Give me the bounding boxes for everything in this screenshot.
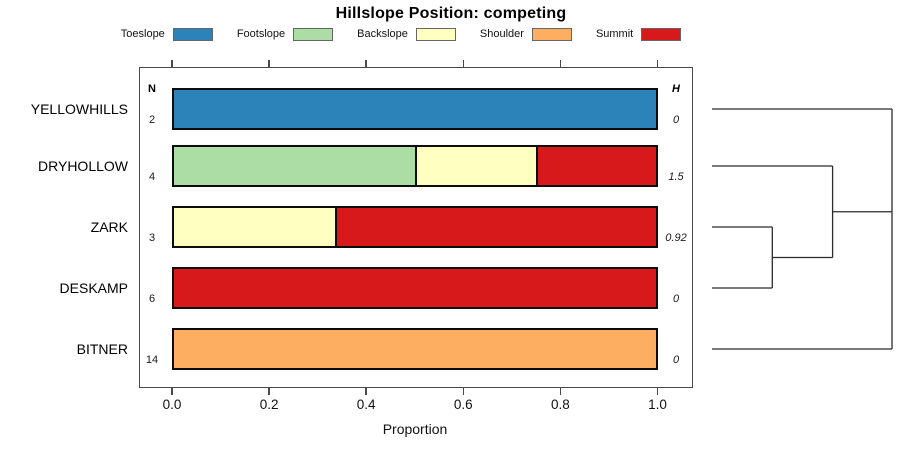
x-tick-top	[171, 60, 173, 67]
h-value: 0.92	[665, 232, 687, 244]
row-label: YELLOWHILLS	[30, 101, 128, 117]
legend-label: Footslope	[236, 28, 286, 40]
n-value: 2	[148, 114, 156, 126]
legend-swatch	[172, 27, 213, 41]
x-tick	[268, 388, 270, 395]
legend-item: Toeslope	[120, 27, 213, 41]
x-tick-top	[365, 60, 367, 67]
row-label: DESKAMP	[59, 280, 128, 296]
legend-swatch	[641, 27, 682, 41]
n-column-header: N	[148, 83, 156, 95]
bar-segment-backslope	[415, 147, 536, 185]
row-label: DRYHOLLOW	[38, 158, 128, 174]
h-column-header: H	[672, 83, 680, 95]
bar-segment-backslope	[174, 208, 335, 246]
bar-row	[172, 328, 658, 370]
x-tick	[656, 388, 659, 395]
legend-swatch	[293, 27, 334, 41]
legend-label: Toeslope	[120, 28, 165, 40]
bar-segment-summit	[334, 208, 656, 246]
plot-frame	[139, 67, 693, 388]
h-value: 0	[672, 354, 680, 366]
bar-segment-shoulder	[174, 330, 656, 368]
legend-item: Summit	[595, 27, 682, 41]
x-tick-label: 0.0	[162, 397, 182, 412]
legend-item: Shoulder	[479, 27, 572, 41]
x-tick-label: 0.8	[551, 397, 570, 412]
bar-segment-summit	[535, 147, 656, 185]
n-value: 6	[148, 293, 156, 305]
x-tick	[171, 388, 173, 395]
legend-label: Shoulder	[479, 28, 524, 40]
h-value: 0	[672, 293, 680, 305]
bar-row	[172, 267, 658, 309]
row-label: BITNER	[76, 341, 128, 357]
legend-item: Footslope	[236, 27, 334, 41]
n-value: 3	[148, 232, 156, 244]
x-tick-label: 0.2	[259, 397, 279, 412]
x-tick-top	[656, 60, 659, 67]
bar-row	[172, 206, 658, 248]
x-tick-label: 0.6	[453, 397, 473, 412]
legend-label: Summit	[595, 28, 634, 40]
x-tick-label: 0.4	[356, 397, 376, 412]
legend-label: Backslope	[357, 28, 408, 40]
x-tick	[559, 388, 562, 395]
legend-swatch	[531, 27, 572, 41]
x-tick-top	[559, 60, 562, 67]
bar-segment-toeslope	[174, 90, 656, 128]
x-tick-top	[268, 60, 270, 67]
bar-row	[172, 145, 658, 187]
bar-segment-summit	[174, 269, 656, 307]
legend: Toeslope Footslope Backslope Shoulder Summit	[95, 25, 707, 43]
x-tick-label: 1.0	[648, 397, 667, 412]
legend-item: Backslope	[357, 27, 456, 41]
n-value: 14	[145, 354, 159, 366]
x-tick	[462, 388, 465, 395]
row-label: ZARK	[90, 219, 128, 235]
h-value: 0	[672, 114, 680, 126]
chart-title: Hillslope Position: competing	[335, 5, 567, 22]
x-axis-label: Proportion	[382, 421, 448, 437]
bar-row	[172, 88, 658, 130]
x-tick-top	[462, 60, 465, 67]
bar-segment-footslope	[174, 147, 415, 185]
legend-swatch	[415, 27, 456, 41]
n-value: 4	[148, 171, 156, 183]
x-tick	[365, 388, 367, 395]
h-value: 1.5	[668, 171, 684, 183]
